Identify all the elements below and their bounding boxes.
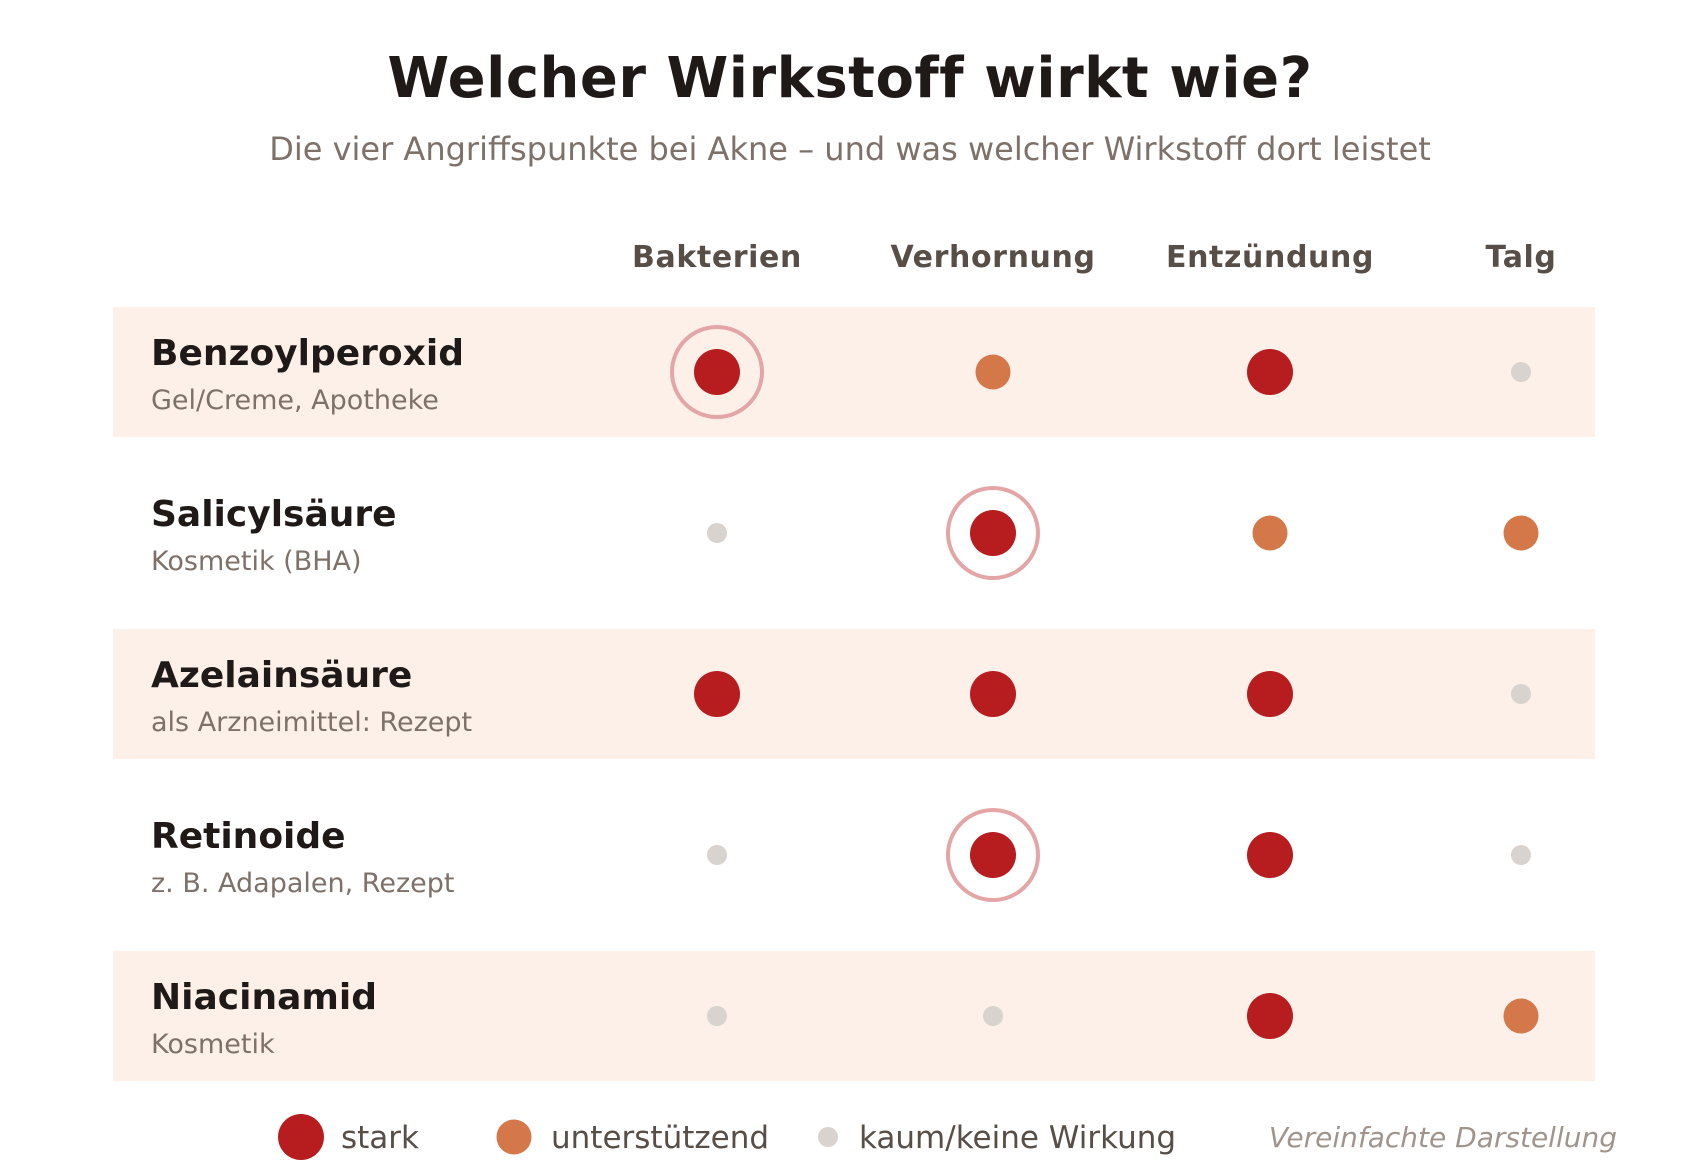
dot-salicylsaeure-talg (1503, 515, 1539, 551)
row-band (113, 307, 1595, 437)
row-subtitle: Kosmetik (BHA) (151, 546, 362, 577)
column-header-verhornung: Verhornung (890, 240, 1095, 275)
row-name-benzoylperoxid: Benzoylperoxid (151, 333, 464, 374)
legend-swatch-kaum (818, 1127, 838, 1147)
dot-niacinamid-talg (1503, 998, 1539, 1034)
highlight-ring (946, 486, 1040, 580)
legend: stark unterstützend kaum/keine Wirkung Vere… (278, 1114, 1617, 1160)
dot-retinoide-talg (1511, 845, 1531, 865)
column-headers: Bakterien Verhornung Entzündung Talg (632, 240, 1556, 275)
column-header-talg: Talg (1486, 240, 1557, 275)
row-name-salicylsaeure: Salicylsäure (151, 494, 397, 535)
dot-salicylsaeure-bakterien (707, 523, 727, 543)
row-name-retinoide: Retinoide (151, 816, 346, 857)
column-header-bakterien: Bakterien (632, 240, 802, 275)
row-band (113, 629, 1595, 759)
chart-subtitle: Die vier Angriffspunkte bei Akne – und w… (269, 130, 1431, 168)
row-subtitle: Gel/Creme, Apotheke (151, 385, 439, 416)
legend-label-stark: stark (341, 1120, 419, 1156)
dot-benzoylperoxid-talg (1511, 362, 1531, 382)
dot-azelainsaeure-bakterien (694, 671, 740, 717)
legend-label-unterstuetzend: unterstützend (551, 1120, 769, 1156)
row-bands (113, 307, 1595, 1081)
row-labels: Benzoylperoxid Gel/Creme, Apotheke Salicyl… (151, 333, 472, 1060)
dot-niacinamid-entzuendung (1247, 993, 1293, 1039)
dot-azelainsaeure-talg (1511, 684, 1531, 704)
dot-salicylsaeure-verhornung (970, 510, 1016, 556)
dot-benzoylperoxid-bakterien (694, 349, 740, 395)
effect-dots (670, 325, 1539, 1039)
dot-retinoide-bakterien (707, 845, 727, 865)
dot-retinoide-entzuendung (1247, 832, 1293, 878)
chart-title: Welcher Wirkstoff wirkt wie? (387, 46, 1313, 111)
footnote: Vereinfachte Darstellung (1269, 1121, 1617, 1154)
row-name-azelainsaeure: Azelainsäure (151, 655, 412, 696)
row-subtitle: Kosmetik (151, 1029, 275, 1060)
dot-benzoylperoxid-verhornung (975, 354, 1011, 390)
dot-benzoylperoxid-entzuendung (1247, 349, 1293, 395)
dot-salicylsaeure-entzuendung (1252, 515, 1288, 551)
row-name-niacinamid: Niacinamid (151, 977, 377, 1018)
highlight-ring (670, 325, 764, 419)
dot-azelainsaeure-verhornung (970, 671, 1016, 717)
highlight-ring (946, 808, 1040, 902)
legend-swatch-unterstuetzend (496, 1119, 532, 1155)
column-header-entzuendung: Entzündung (1166, 240, 1374, 275)
dot-azelainsaeure-entzuendung (1247, 671, 1293, 717)
dot-niacinamid-verhornung (983, 1006, 1003, 1026)
legend-swatch-stark (278, 1114, 324, 1160)
legend-label-kaum: kaum/keine Wirkung (859, 1120, 1176, 1156)
row-subtitle: z. B. Adapalen, Rezept (151, 868, 454, 899)
row-subtitle: als Arzneimittel: Rezept (151, 707, 472, 738)
dot-retinoide-verhornung (970, 832, 1016, 878)
dot-niacinamid-bakterien (707, 1006, 727, 1026)
row-band (113, 951, 1595, 1081)
